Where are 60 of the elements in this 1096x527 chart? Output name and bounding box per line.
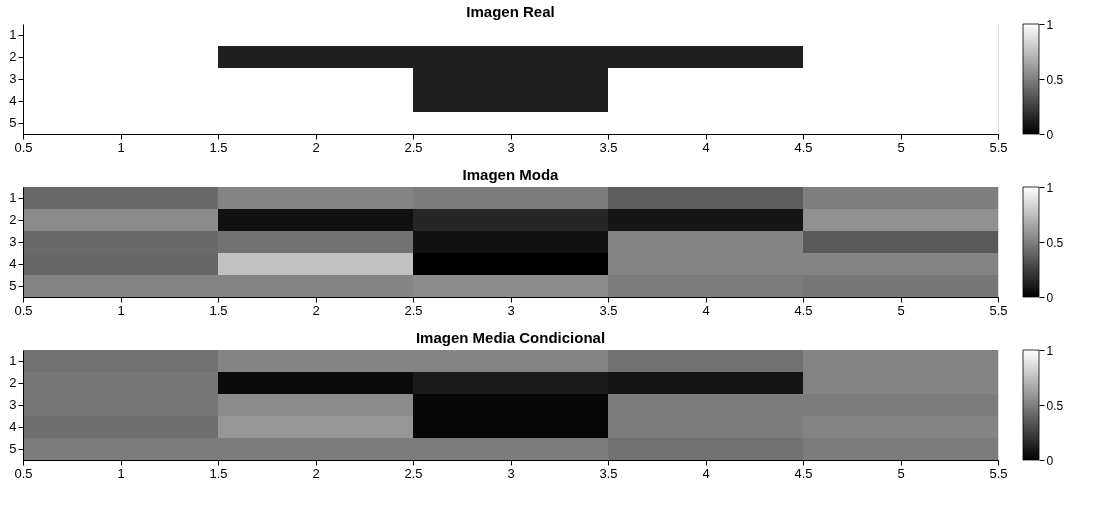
x-tick-label: 1.5 bbox=[209, 139, 228, 155]
x-tick-label: 3 bbox=[507, 302, 515, 318]
y-tick-label: 3 bbox=[9, 397, 17, 412]
x-tick-label: 3.5 bbox=[599, 302, 618, 318]
y-tick-label: 1 bbox=[9, 27, 17, 42]
x-tick-label: 0.5 bbox=[14, 139, 33, 155]
x-tick-label: 5 bbox=[897, 139, 905, 155]
color-bar-label: 1 bbox=[1046, 343, 1054, 358]
x-tick-label: 4.5 bbox=[794, 465, 813, 481]
x-tick-label: 4 bbox=[702, 465, 710, 481]
x-tick-label: 2 bbox=[312, 302, 320, 318]
color-bar-label: 0.5 bbox=[1046, 235, 1064, 250]
color-bar-label: 0.5 bbox=[1046, 72, 1064, 87]
x-tick-label: 1 bbox=[117, 139, 125, 155]
color-bar-label: 1 bbox=[1046, 180, 1054, 195]
x-tick-label: 2 bbox=[312, 465, 320, 481]
x-tick-label: 5 bbox=[897, 302, 905, 318]
x-tick-label: 0.5 bbox=[14, 465, 33, 481]
x-tick-label: 5 bbox=[897, 465, 905, 481]
y-tick-label: 4 bbox=[9, 256, 17, 271]
x-tick-label: 4 bbox=[702, 302, 710, 318]
x-tick-label: 1.5 bbox=[209, 465, 228, 481]
color-bar-label: 0 bbox=[1046, 127, 1054, 142]
y-tick-label: 3 bbox=[9, 71, 17, 86]
x-tick-label: 2.5 bbox=[404, 302, 423, 318]
x-tick-label: 4 bbox=[702, 139, 710, 155]
x-tick-label: 3 bbox=[507, 139, 515, 155]
x-tick-label: 2 bbox=[312, 139, 320, 155]
color-bar-label: 0.5 bbox=[1046, 398, 1064, 413]
color-bar-label: 0 bbox=[1046, 453, 1054, 468]
y-tick-label: 3 bbox=[9, 234, 17, 249]
y-tick-label: 5 bbox=[9, 115, 17, 130]
x-tick-label: 5.5 bbox=[989, 465, 1008, 481]
chart-title: Imagen Moda bbox=[462, 166, 560, 183]
x-tick-label: 4.5 bbox=[794, 139, 813, 155]
y-tick-label: 4 bbox=[9, 419, 17, 434]
y-tick-label: 4 bbox=[9, 93, 17, 108]
y-tick-label: 2 bbox=[9, 375, 17, 390]
x-tick-label: 3.5 bbox=[599, 465, 618, 481]
x-tick-label: 5.5 bbox=[989, 302, 1008, 318]
x-tick-label: 4.5 bbox=[794, 302, 813, 318]
x-tick-label: 3.5 bbox=[599, 139, 618, 155]
color-bar-label: 1 bbox=[1046, 17, 1054, 32]
x-tick-label: 2.5 bbox=[404, 465, 423, 481]
x-tick-label: 3 bbox=[507, 465, 515, 481]
y-tick-label: 2 bbox=[9, 49, 17, 64]
y-tick-label: 1 bbox=[9, 353, 17, 368]
y-tick-label: 1 bbox=[9, 190, 17, 205]
y-tick-label: 2 bbox=[9, 212, 17, 227]
x-tick-label: 1.5 bbox=[209, 302, 228, 318]
y-tick-label: 5 bbox=[9, 441, 17, 456]
x-tick-label: 2.5 bbox=[404, 139, 423, 155]
x-tick-label: 1 bbox=[117, 465, 125, 481]
x-tick-label: 0.5 bbox=[14, 302, 33, 318]
x-tick-label: 1 bbox=[117, 302, 125, 318]
color-bar-label: 0 bbox=[1046, 290, 1054, 305]
y-tick-label: 5 bbox=[9, 278, 17, 293]
chart-title: Imagen Real bbox=[466, 3, 555, 20]
chart-title: Imagen Media Condicional bbox=[415, 329, 606, 346]
x-tick-label: 5.5 bbox=[989, 139, 1008, 155]
